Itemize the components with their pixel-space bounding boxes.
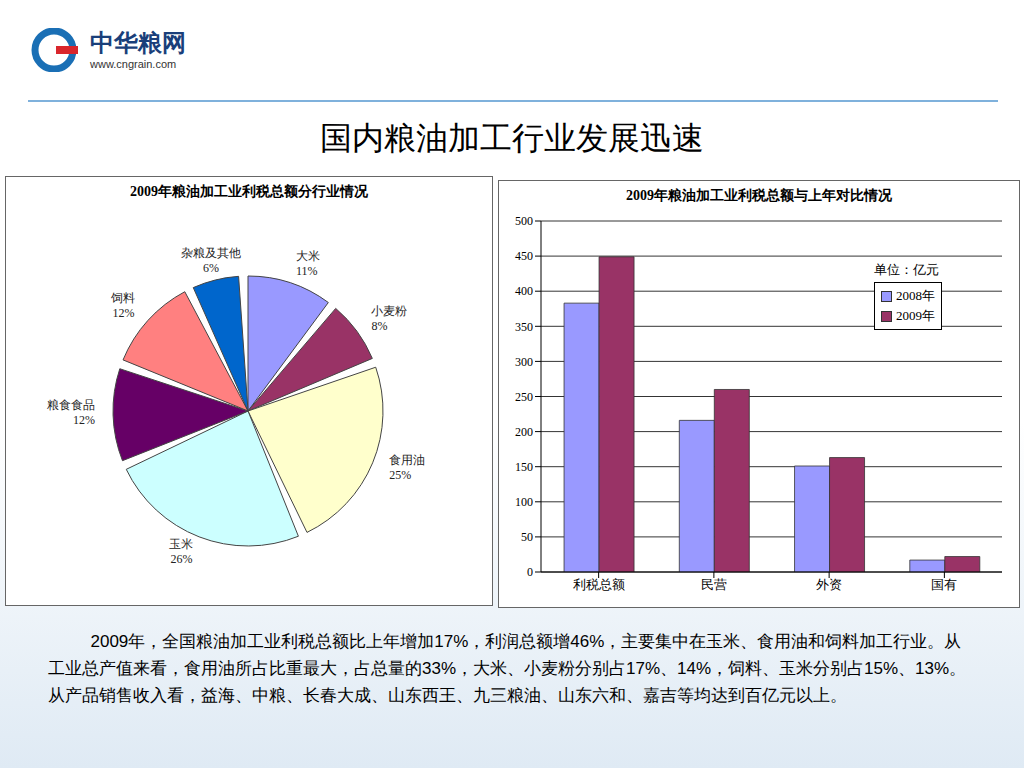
svg-text:150: 150 xyxy=(515,460,533,474)
svg-text:利税总额: 利税总额 xyxy=(573,577,625,592)
html-text:2009年，全国粮油加工业利税总额比上年增加17%，利润总额: 2009年，全国粮油加工业利税总额比上年增加17%，利润总额增46%，主要集中在… xyxy=(48,632,967,705)
svg-text:玉米26%: 玉米26% xyxy=(169,537,193,566)
svg-text:小麦粉8%: 小麦粉8% xyxy=(371,304,407,333)
svg-text:100: 100 xyxy=(515,495,533,509)
svg-text:50: 50 xyxy=(521,530,533,544)
html-text:中华粮网: 中华粮网 xyxy=(90,29,186,56)
svg-text:民营: 民营 xyxy=(701,577,727,592)
html-text:2009年粮油加工业利税总额分行业情况: 2009年粮油加工业利税总额分行业情况 xyxy=(130,184,368,199)
html-text:单位：亿元: 单位：亿元 xyxy=(874,262,939,277)
html-text:2009年: 2009年 xyxy=(896,308,935,323)
svg-text:400: 400 xyxy=(515,284,533,298)
svg-text:250: 250 xyxy=(515,390,533,404)
svg-text:国有: 国有 xyxy=(931,577,957,592)
svg-text:大米11%: 大米11% xyxy=(296,249,320,278)
svg-text:350: 350 xyxy=(515,320,533,334)
html-text:www.cngrain.com: www.cngrain.com xyxy=(90,58,177,70)
html-text:2008年: 2008年 xyxy=(896,288,935,303)
svg-text:外资: 外资 xyxy=(816,577,842,592)
svg-text:300: 300 xyxy=(515,355,533,369)
svg-text:200: 200 xyxy=(515,425,533,439)
svg-text:食用油25%: 食用油25% xyxy=(389,453,425,482)
html-text:2009年粮油加工业利税总额与上年对比情况: 2009年粮油加工业利税总额与上年对比情况 xyxy=(626,188,892,203)
svg-text:粮食食品12%: 粮食食品12% xyxy=(47,398,95,427)
html-text:国内粮油加工行业发展迅速: 国内粮油加工行业发展迅速 xyxy=(320,120,704,156)
svg-text:饲料12%: 饲料12% xyxy=(110,291,135,320)
svg-text:500: 500 xyxy=(515,214,533,228)
svg-text:0: 0 xyxy=(527,565,533,579)
svg-text:杂粮及其他6%: 杂粮及其他6% xyxy=(181,246,241,275)
svg-text:450: 450 xyxy=(515,249,533,263)
